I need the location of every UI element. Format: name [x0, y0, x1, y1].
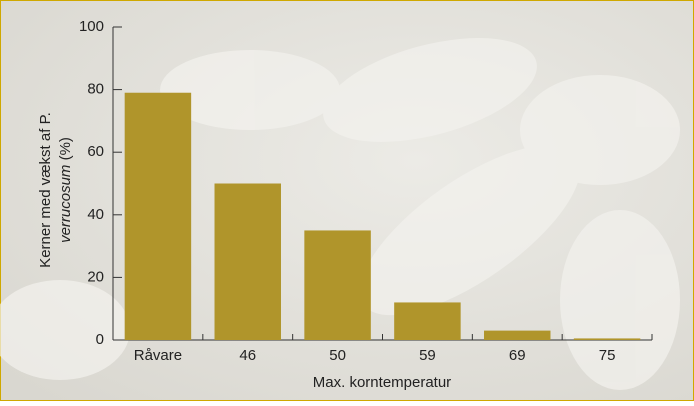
y-tick-label: 20: [87, 268, 104, 285]
bar: [125, 93, 191, 340]
y-tick-label: 80: [87, 81, 104, 98]
chart: Kerner med vækst af P. verrucosum (%) Ma…: [0, 0, 694, 401]
x-axis-title: Max. korntemperatur: [313, 374, 451, 391]
bar: [394, 302, 460, 340]
x-tick-label: 69: [509, 347, 526, 364]
bar: [304, 230, 370, 340]
x-tick-label: 75: [599, 347, 616, 364]
y-tick-label: 0: [96, 331, 104, 348]
y-axis-title-italic: verrucosum: [57, 165, 74, 243]
y-axis-title-unit: (%): [57, 137, 74, 160]
y-tick-label: 60: [87, 143, 104, 160]
bar: [574, 338, 640, 340]
y-axis-title: Kerner med vækst af P.: [37, 112, 54, 268]
bar: [215, 184, 281, 341]
bar: [484, 331, 550, 340]
x-tick-label: 46: [239, 347, 256, 364]
y-tick-label: 100: [79, 18, 104, 35]
x-tick-label: Råvare: [134, 347, 182, 364]
x-tick-label: 59: [419, 347, 436, 364]
y-tick-label: 40: [87, 206, 104, 223]
y-axis-title: verrucosum (%): [57, 137, 74, 243]
x-tick-label: 50: [329, 347, 346, 364]
